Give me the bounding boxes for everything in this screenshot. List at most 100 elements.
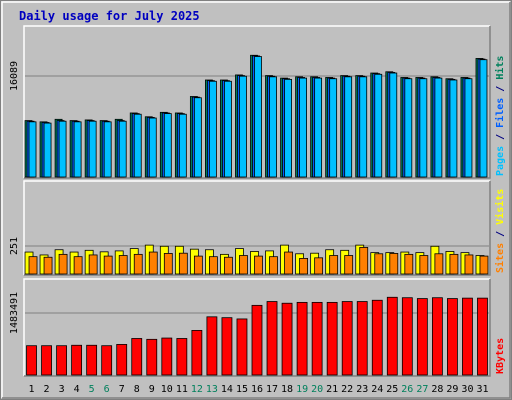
legend-hits-files-pages-part-3: /: [495, 80, 506, 98]
bar-kbytes-day-12: [191, 330, 203, 376]
bar-kbytes-day-17: [266, 301, 278, 376]
bar-pages-day-22: [344, 76, 353, 178]
bar-sites-day-6: [103, 255, 113, 275]
x-tick-label-day-10: 10: [161, 384, 173, 395]
bar-kbytes-day-15: [236, 318, 248, 376]
bar-sites-day-18: [284, 251, 293, 275]
bar-pages-day-5: [88, 120, 97, 178]
bar-sites-day-27: [419, 255, 429, 275]
x-tick-label-day-8: 8: [134, 384, 140, 395]
bar-pages-day-31: [479, 59, 488, 178]
x-tick-label-day-6: 6: [104, 384, 110, 395]
bar-sites-day-7: [118, 255, 128, 275]
bar-pages-day-16: [254, 56, 262, 178]
bar-pages-day-15: [239, 75, 247, 178]
bar-kbytes-day-8: [131, 338, 143, 376]
x-tick-label-day-12: 12: [191, 384, 203, 395]
bar-kbytes-day-3: [56, 345, 67, 376]
bar-kbytes-day-6: [101, 345, 113, 376]
bar-kbytes-day-11: [176, 338, 188, 376]
bar-pages-day-11: [178, 113, 187, 178]
bar-kbytes-day-4: [71, 344, 83, 376]
legend-kbytes-part-0: KBytes: [495, 338, 506, 374]
bar-pages-day-18: [284, 78, 292, 178]
bar-kbytes-day-1: [26, 345, 37, 376]
bar-kbytes-day-23: [356, 301, 368, 376]
bar-sites-day-24: [374, 253, 384, 275]
bar-pages-day-21: [329, 78, 338, 178]
bar-pages-day-26: [404, 78, 413, 178]
bar-sites-day-10: [163, 253, 173, 275]
x-tick-label-day-19: 19: [296, 384, 308, 395]
x-tick-label-day-20: 20: [311, 384, 323, 395]
bar-kbytes-day-19: [296, 301, 308, 376]
bar-kbytes-day-31: [477, 297, 488, 376]
x-tick-label-day-31: 31: [476, 384, 488, 395]
panel-hits-files-pages-max-label: 16089: [9, 61, 20, 91]
bar-sites-day-11: [178, 252, 188, 275]
x-tick-label-day-1: 1: [29, 384, 35, 395]
x-tick-label-day-21: 21: [326, 384, 338, 395]
bar-pages-day-6: [103, 121, 112, 178]
panel-kbytes-area-highlight: [23, 278, 490, 376]
bar-sites-day-13: [208, 256, 218, 275]
bar-sites-day-29: [449, 253, 459, 275]
bar-pages-day-9: [148, 117, 157, 178]
bar-pages-day-27: [419, 78, 428, 178]
x-tick-label-day-15: 15: [236, 384, 248, 395]
x-tick-label-day-11: 11: [176, 384, 188, 395]
bar-kbytes-day-13: [206, 316, 218, 376]
bar-sites-day-3: [58, 253, 68, 275]
bar-sites-day-23: [359, 247, 369, 275]
bar-pages-day-24: [374, 73, 383, 178]
bar-kbytes-day-25: [386, 296, 398, 376]
bar-kbytes-day-24: [371, 299, 383, 376]
x-tick-label-day-5: 5: [89, 384, 95, 395]
bar-pages-day-1: [28, 121, 37, 178]
x-tick-label-day-14: 14: [221, 384, 233, 395]
panel-visits-sites-max-label: 251: [9, 237, 20, 255]
panel-visits-sites-area-shadow: [24, 181, 491, 276]
bar-kbytes-day-7: [116, 344, 128, 376]
panel-kbytes-max-label: 1483491: [9, 292, 20, 334]
bar-pages-day-17: [269, 76, 277, 178]
bar-pages-day-14: [224, 80, 232, 178]
bar-sites-day-25: [389, 253, 399, 275]
x-tick-label-day-4: 4: [74, 384, 80, 395]
bar-kbytes-day-28: [431, 297, 443, 376]
bar-sites-day-19: [299, 257, 309, 275]
bar-pages-day-28: [434, 77, 443, 178]
bar-kbytes-day-2: [41, 345, 52, 376]
bar-pages-day-23: [359, 76, 368, 178]
bar-sites-day-22: [344, 255, 354, 275]
legend-hits-files-pages-part-1: /: [495, 128, 506, 146]
bar-pages-day-8: [133, 113, 142, 178]
bar-sites-day-2: [43, 256, 53, 275]
bar-pages-day-10: [163, 113, 172, 178]
panel-visits-sites-area-highlight: [23, 180, 490, 275]
x-tick-label-day-25: 25: [386, 384, 398, 395]
bar-pages-day-7: [118, 120, 127, 178]
bar-pages-day-19: [299, 77, 308, 178]
x-tick-label-day-29: 29: [446, 384, 458, 395]
legend-visits-sites-part-1: /: [495, 225, 506, 243]
bar-kbytes-day-16: [251, 304, 263, 376]
x-tick-label-day-16: 16: [251, 384, 263, 395]
bar-pages-day-2: [43, 122, 52, 178]
bar-kbytes-day-27: [416, 298, 428, 376]
bar-sites-day-16: [254, 255, 263, 275]
panel-hits-files-pages-area-shadow: [24, 26, 491, 179]
legend-hits-files-pages-part-2: Files: [494, 98, 506, 128]
bar-pages-day-4: [73, 121, 82, 178]
bar-sites-day-28: [434, 253, 444, 275]
panel-kbytes-legend: KBytes: [495, 338, 506, 374]
x-tick-label-day-2: 2: [44, 384, 50, 395]
bar-sites-day-8: [133, 253, 143, 275]
x-tick-label-day-23: 23: [356, 384, 368, 395]
x-tick-label-day-28: 28: [431, 384, 443, 395]
bar-pages-day-30: [464, 78, 473, 178]
x-tick-label-day-13: 13: [206, 384, 218, 395]
bar-kbytes-day-18: [281, 302, 293, 376]
